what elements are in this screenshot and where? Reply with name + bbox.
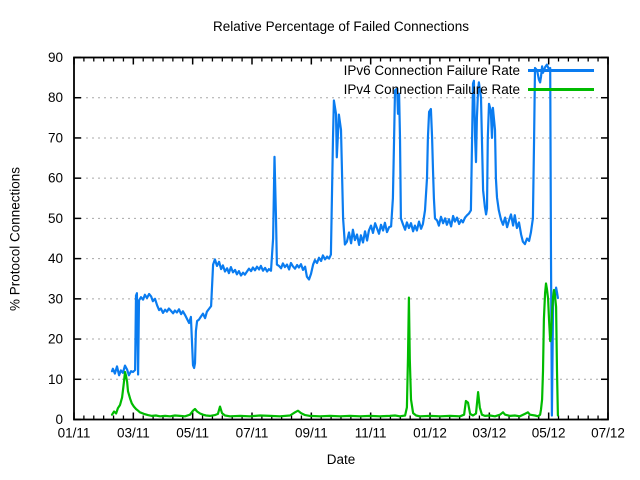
- ipv6-series-line: [110, 63, 560, 417]
- y-tick-label: 70: [48, 130, 63, 145]
- x-tick-label: 09/11: [295, 426, 328, 441]
- x-tick-label: 05/12: [532, 426, 566, 441]
- legend-label-ipv4: IPv4 Connection Failure Rate: [343, 82, 520, 97]
- y-tick-label: 50: [48, 211, 63, 226]
- y-axis-label: % Protocol Connections: [7, 166, 23, 312]
- x-tick-label: 01/12: [413, 426, 447, 441]
- legend-item-ipv4: IPv4 Connection Failure Rate: [344, 80, 594, 99]
- legend-label-ipv6: IPv6 Connection Failure Rate: [343, 63, 520, 78]
- x-tick-label: 07/12: [591, 426, 625, 441]
- plot-border: [73, 56, 609, 421]
- y-tick-label: 10: [48, 372, 63, 387]
- x-tick-label: 11/11: [355, 426, 387, 441]
- y-tick-label: 80: [48, 90, 63, 105]
- y-tick-label: 20: [48, 332, 63, 347]
- x-tick-label: 01/11: [58, 426, 91, 441]
- legend-item-ipv6: IPv6 Connection Failure Rate: [344, 61, 594, 80]
- x-tick-label: 05/11: [176, 426, 209, 441]
- x-tick-label: 03/12: [472, 426, 506, 441]
- y-tick-label: 30: [48, 291, 63, 306]
- x-tick-label: 03/11: [117, 426, 150, 441]
- y-tick-label: 60: [48, 171, 63, 186]
- ipv4-series-line: [110, 282, 560, 418]
- chart-title: Relative Percentage of Failed Connection…: [213, 19, 469, 34]
- x-tick-label: 07/11: [236, 426, 269, 441]
- ipv6-line-swatch: [528, 69, 594, 72]
- x-axis-label: Date: [326, 452, 356, 467]
- y-tick-label: 90: [48, 50, 63, 65]
- legend: IPv6 Connection Failure Rate IPv4 Connec…: [344, 61, 594, 99]
- ipv4-line-swatch: [528, 88, 594, 91]
- y-tick-label: 0: [55, 412, 63, 427]
- y-tick-label: 40: [48, 251, 63, 266]
